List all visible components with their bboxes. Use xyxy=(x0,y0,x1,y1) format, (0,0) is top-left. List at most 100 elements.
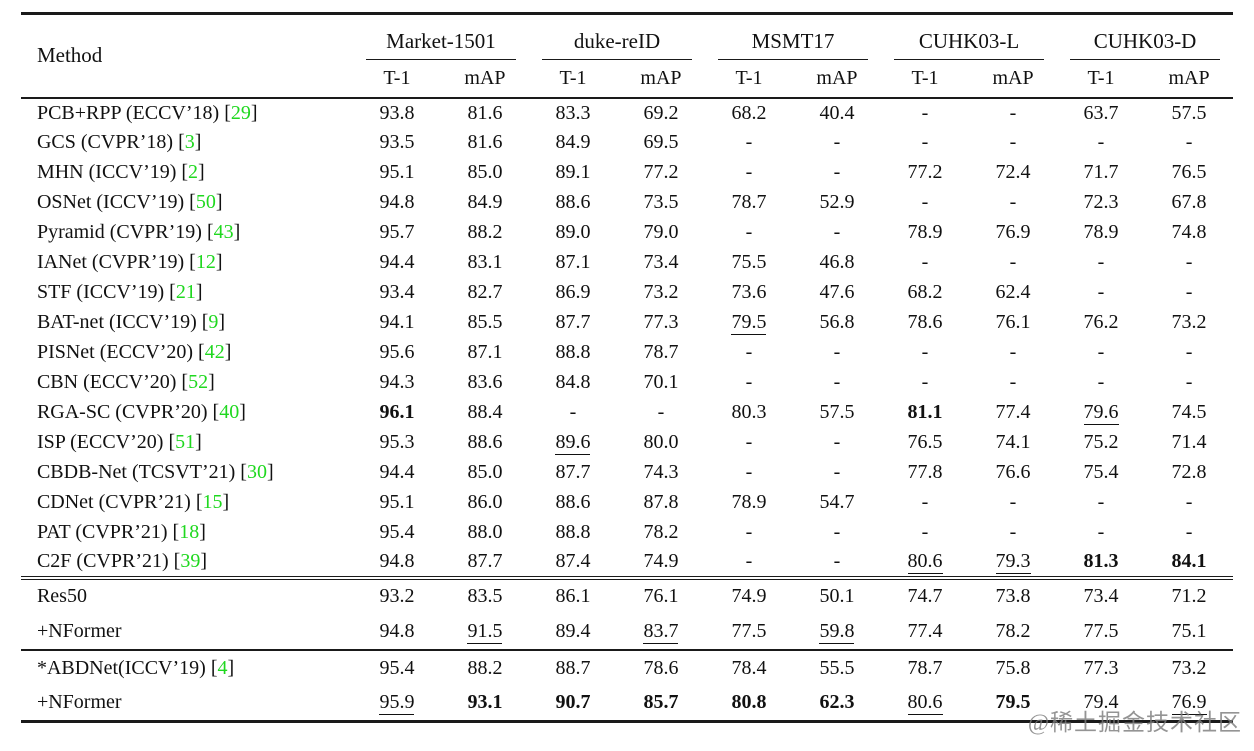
citation-ref: 30 xyxy=(246,461,267,483)
value-cell: 91.5 xyxy=(467,619,503,644)
value-cell: 94.4 xyxy=(379,461,415,483)
subheader-map: mAP xyxy=(616,59,705,99)
value-cell: 57.5 xyxy=(1171,101,1207,124)
citation-ref: 15 xyxy=(202,491,223,513)
value-cell: 72.3 xyxy=(1083,191,1119,213)
value-cell: 85.0 xyxy=(467,461,503,483)
value-cell: 87.1 xyxy=(467,341,503,363)
value-cell: 73.2 xyxy=(643,281,679,303)
value-cell: - xyxy=(833,461,841,483)
value-cell: 78.4 xyxy=(704,648,793,686)
value-cell: - xyxy=(1009,251,1017,273)
value-cell: 74.9 xyxy=(704,575,793,614)
value-cell: - xyxy=(1009,491,1017,513)
value-cell: 62.3 xyxy=(819,691,855,714)
value-cell: - xyxy=(745,461,753,483)
value-cell: - xyxy=(1185,131,1193,153)
value-cell: - xyxy=(745,221,753,243)
value-cell: 79.5 xyxy=(731,311,767,335)
value-cell: 62.4 xyxy=(995,281,1031,303)
citation-ref: 51 xyxy=(175,431,196,453)
value-cell: - xyxy=(833,221,841,243)
value-cell: 74.9 xyxy=(643,550,679,572)
table-row: *ABDNet(ICCV’19) [4] 95.4 88.2 88.7 78.6 78.4… xyxy=(20,648,1234,686)
value-cell: 87.7 xyxy=(467,550,503,572)
citation-ref: 42 xyxy=(204,341,225,363)
value-cell: 76.1 xyxy=(995,311,1031,333)
value-cell: 85.5 xyxy=(467,311,503,333)
value-cell: 87.4 xyxy=(555,550,591,572)
table-row: MHN (ICCV’19) [2] 95.1 85.0 89.1 77.2 - - 77.2 7… xyxy=(21,158,1233,188)
value-cell: 75.2 xyxy=(1083,431,1119,453)
method-cell: PISNet (ECCV’20) [42] xyxy=(36,341,232,363)
value-cell: 40.4 xyxy=(819,101,855,124)
value-cell: - xyxy=(745,131,753,153)
value-cell: 87.8 xyxy=(643,491,679,513)
value-cell: 78.7 xyxy=(881,648,969,686)
value-cell: 78.6 xyxy=(907,311,943,333)
subheader-t-1: T-1 xyxy=(881,59,969,99)
value-cell: 69.5 xyxy=(643,131,679,153)
value-cell: 74.1 xyxy=(995,431,1031,453)
value-cell: - xyxy=(1097,371,1105,393)
value-cell: 77.4 xyxy=(995,401,1031,423)
value-cell: 83.1 xyxy=(467,251,503,273)
value-cell: 78.7 xyxy=(643,341,679,363)
value-cell: 82.7 xyxy=(467,281,503,303)
value-cell: 76.2 xyxy=(1083,311,1119,333)
value-cell: 78.2 xyxy=(995,619,1031,642)
value-cell: 83.7 xyxy=(643,619,679,644)
value-cell: - xyxy=(921,371,929,393)
value-cell: 78.2 xyxy=(643,521,679,543)
value-cell: 83.3 xyxy=(555,101,591,124)
value-cell: 76.6 xyxy=(995,461,1031,483)
value-cell: 94.8 xyxy=(379,550,415,572)
value-cell: 93.1 xyxy=(467,691,503,714)
value-cell: - xyxy=(921,191,929,213)
value-cell: 79.5 xyxy=(995,691,1031,714)
value-cell: - xyxy=(1097,131,1105,153)
value-cell: 71.4 xyxy=(1171,431,1207,453)
method-cell: C2F (CVPR’21) [39] xyxy=(36,550,207,572)
citation-ref: 2 xyxy=(188,161,199,183)
table-row: BAT-net (ICCV’19) [9] 94.1 85.5 87.7 77.3 79.… xyxy=(21,308,1233,338)
value-cell: 75.8 xyxy=(969,648,1058,686)
value-cell: 85.7 xyxy=(643,691,679,714)
value-cell: - xyxy=(1009,191,1017,213)
value-cell: 88.0 xyxy=(467,521,503,543)
table-row: GCS (CVPR’18) [3] 93.5 81.6 84.9 69.5 - - - - - - xyxy=(21,128,1233,158)
value-cell: 73.4 xyxy=(1057,575,1146,614)
value-cell: 95.1 xyxy=(379,161,415,183)
value-cell: 84.9 xyxy=(555,131,591,153)
citation-ref: 18 xyxy=(179,521,200,543)
subheader-t-1: T-1 xyxy=(528,59,617,99)
value-cell: - xyxy=(1185,491,1193,513)
value-cell: 76.5 xyxy=(907,431,943,453)
table-row: Res50 93.2 83.5 86.1 76.1 74.9 50.1 74.7 73.8 73.… xyxy=(20,575,1234,614)
value-cell: 84.9 xyxy=(467,191,503,213)
value-cell: - xyxy=(1185,281,1193,303)
value-cell: - xyxy=(921,101,929,124)
value-cell: 77.5 xyxy=(731,619,767,642)
value-cell: 69.2 xyxy=(643,101,679,124)
value-cell: 88.6 xyxy=(467,431,503,453)
value-cell: 68.2 xyxy=(907,281,943,303)
value-cell: - xyxy=(1185,521,1193,543)
value-cell: 80.8 xyxy=(731,691,767,714)
value-cell: 93.2 xyxy=(352,575,441,614)
method-cell: ISP (ECCV’20) [51] xyxy=(36,431,202,453)
method-cell: Pyramid (CVPR’19) [43] xyxy=(36,221,241,243)
value-cell: - xyxy=(1097,251,1105,273)
value-cell: - xyxy=(921,251,929,273)
value-cell: 79.0 xyxy=(643,221,679,243)
value-cell: - xyxy=(833,371,841,393)
value-cell: 95.1 xyxy=(379,491,415,513)
value-cell: 88.4 xyxy=(467,401,503,423)
table-row: PAT (CVPR’21) [18] 95.4 88.0 88.8 78.2 - - - - - - xyxy=(21,518,1233,548)
table-row: +NFormer 94.8 91.5 89.4 83.7 77.5 59.8 77.4 78.2… xyxy=(21,614,1233,650)
value-cell: - xyxy=(833,521,841,543)
value-cell: - xyxy=(1097,341,1105,363)
subheader-map: mAP xyxy=(1145,59,1234,99)
value-cell: 78.9 xyxy=(1083,221,1119,243)
value-cell: 63.7 xyxy=(1083,101,1119,124)
